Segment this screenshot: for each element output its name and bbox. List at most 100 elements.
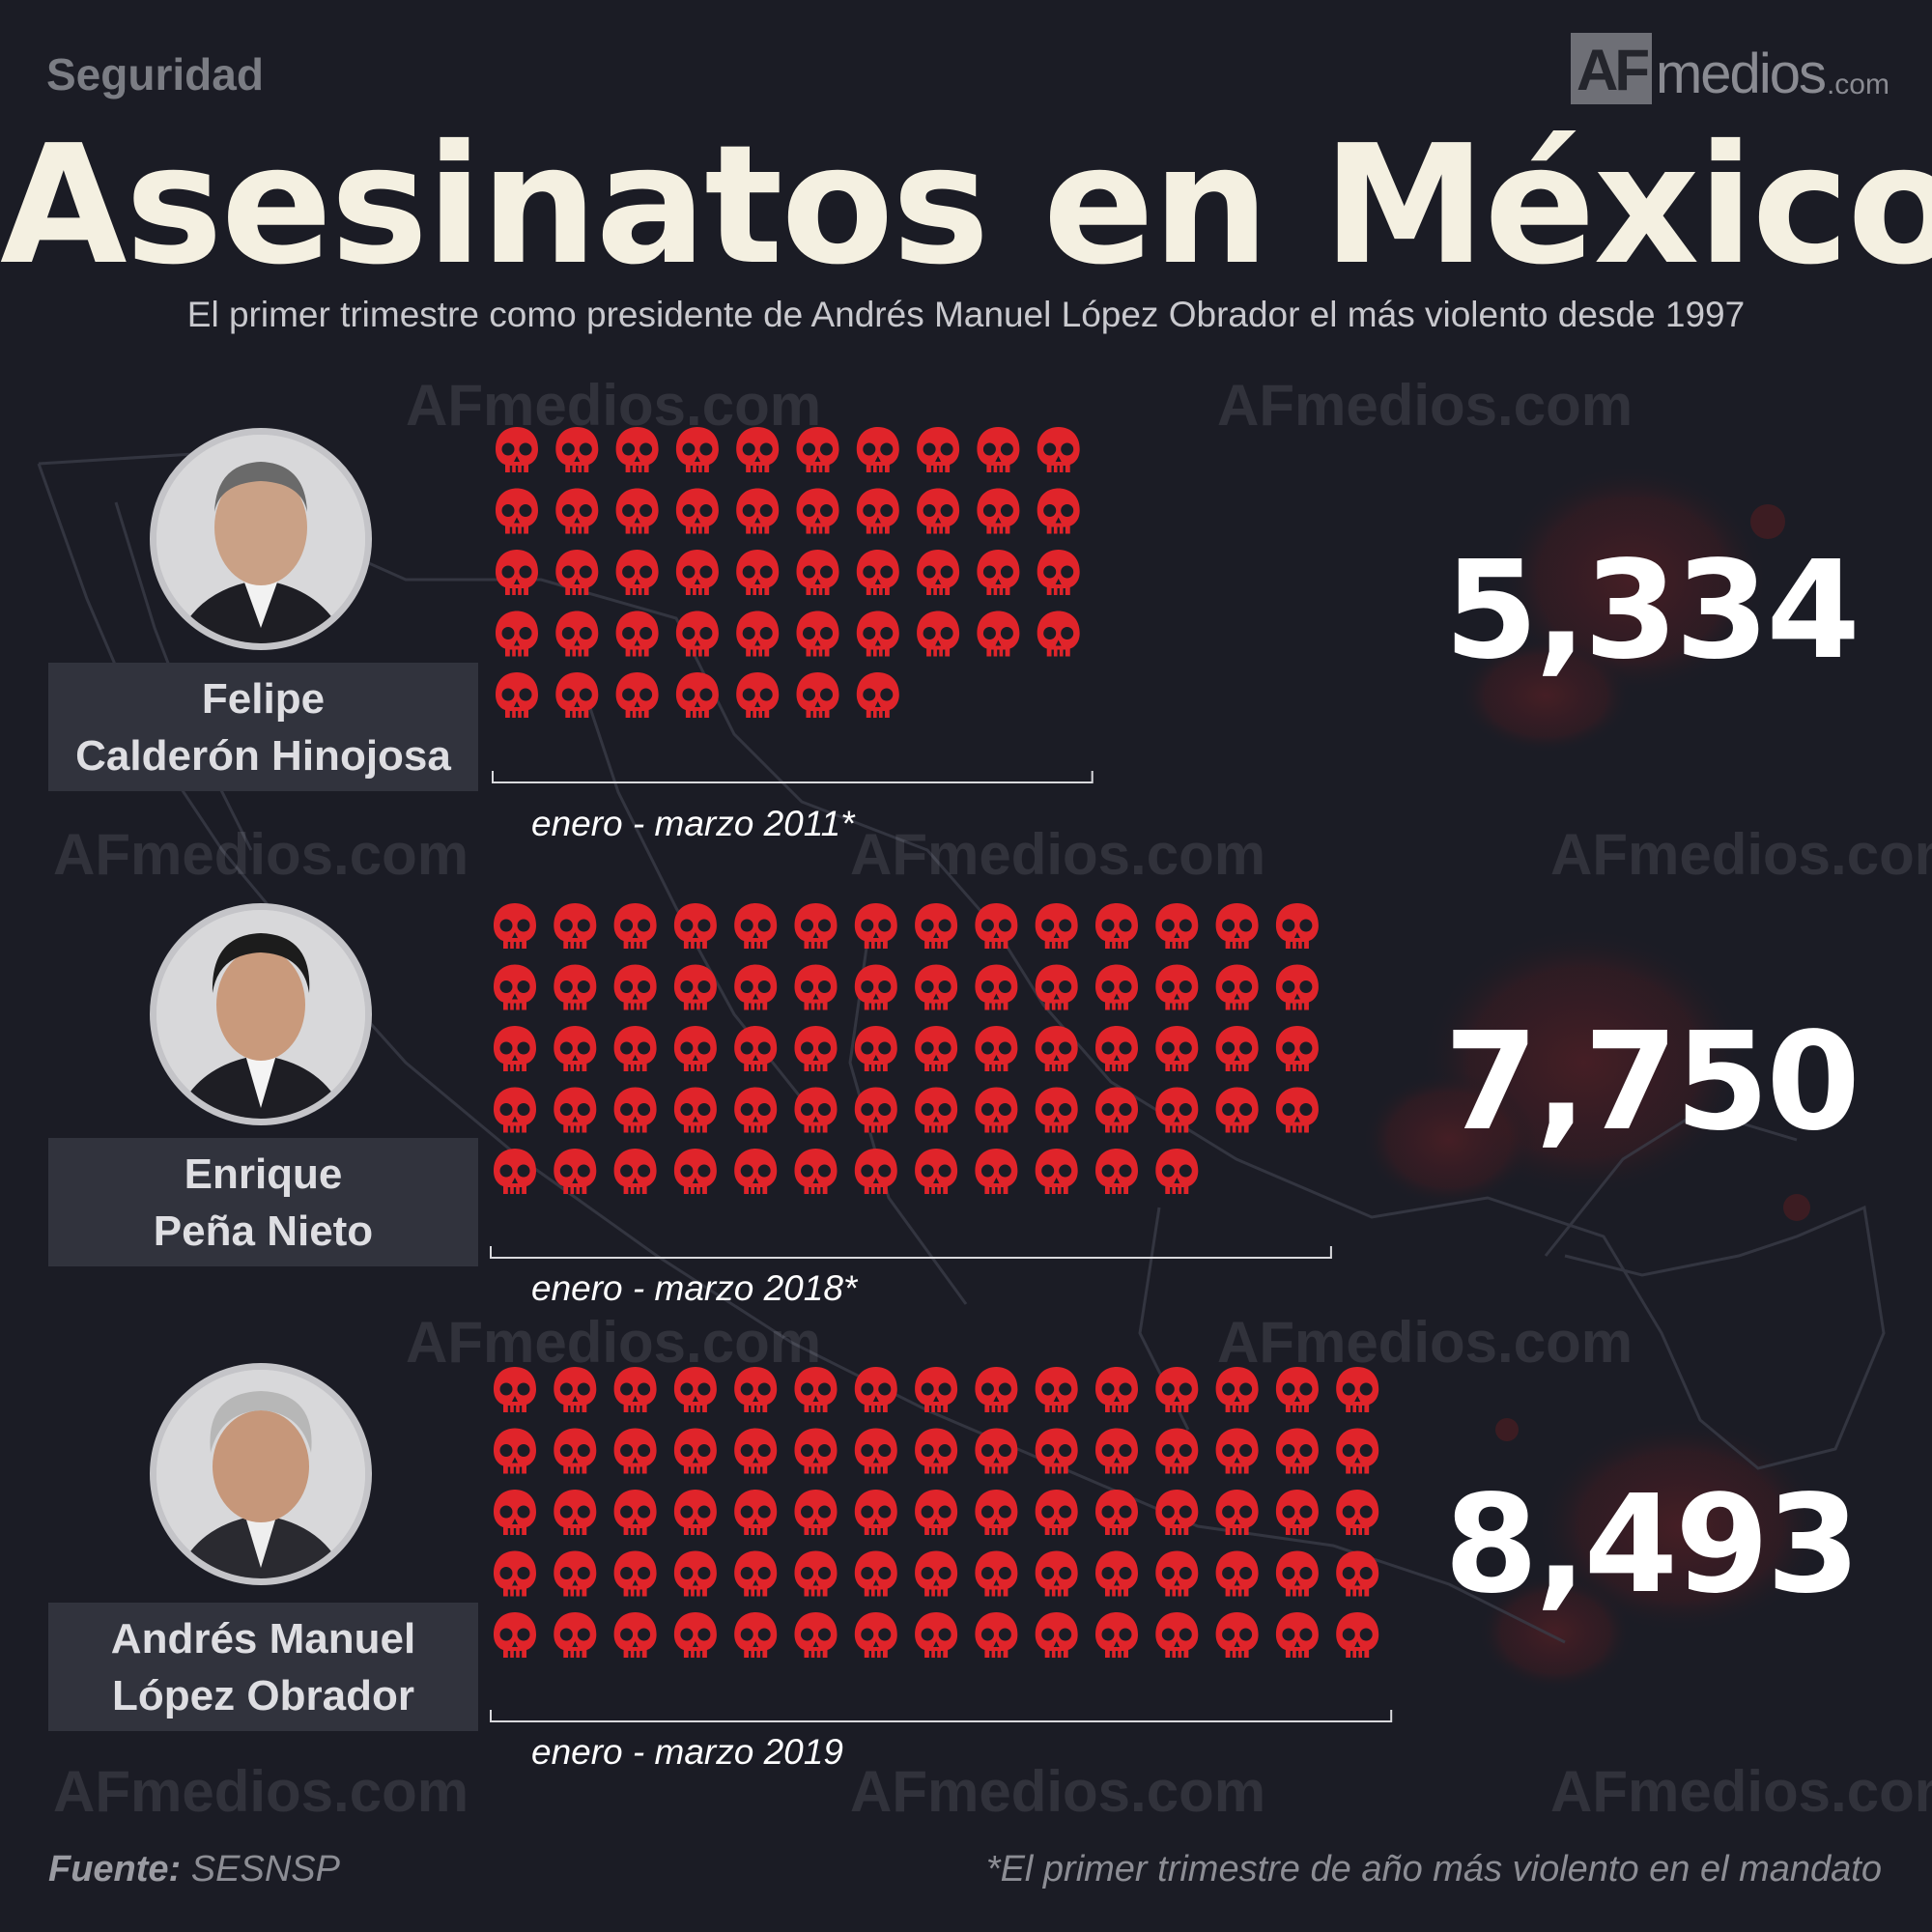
skull-icon: [854, 1149, 897, 1194]
skull-icon: [613, 1612, 657, 1658]
skull-icon: [794, 964, 838, 1010]
skull-icon: [1336, 1550, 1379, 1597]
skull-icon: [554, 1149, 597, 1194]
skull-icon: [613, 1367, 657, 1412]
skull-icon: [1275, 1026, 1319, 1071]
section-category: Seguridad: [46, 49, 264, 99]
skull-icon: [494, 1367, 536, 1412]
skull-icon: [736, 427, 780, 472]
skull-icon: [1095, 1367, 1138, 1412]
skull-icon: [1035, 1026, 1078, 1071]
skull-icon: [496, 611, 538, 657]
skull-icon: [1336, 1612, 1379, 1658]
skull-icon: [1155, 1428, 1199, 1474]
skull-icon: [1275, 964, 1319, 1010]
skull-icon: [1155, 1026, 1199, 1071]
skull-icon: [975, 1490, 1018, 1535]
skull-icon: [673, 1367, 717, 1412]
skull-grid-calderon: [492, 427, 1094, 783]
skull-icon: [1037, 427, 1080, 472]
skull-icon: [796, 488, 839, 534]
skull-icon: [975, 1550, 1018, 1597]
skull-icon: [734, 1612, 778, 1658]
skull-icon: [613, 903, 657, 949]
skull-icon: [675, 550, 719, 595]
skull-icon: [975, 1149, 1018, 1194]
president-row-pena: Enrique Peña Nieto enero - marzo 2018* 7…: [0, 0, 1932, 1308]
skull-icon: [1275, 903, 1319, 949]
skull-icon: [734, 1087, 778, 1133]
skull-icon: [854, 1428, 897, 1474]
skull-icon: [1275, 1087, 1319, 1133]
skull-icon: [915, 1490, 958, 1535]
skull-icon: [1035, 903, 1078, 949]
skull-icon: [854, 1550, 897, 1597]
page-title: Asesinatos en México: [0, 110, 1932, 301]
skull-icon: [1035, 1428, 1078, 1474]
svg-text:AFmedios.com: AFmedios.com: [1217, 1310, 1633, 1375]
skull-icon: [854, 1490, 897, 1535]
avatar-calderon: [150, 428, 372, 650]
skull-icon: [1035, 964, 1078, 1010]
period-bracket: [490, 1246, 1332, 1259]
skull-icon: [915, 1550, 958, 1597]
skull-icon: [1215, 964, 1259, 1010]
skull-icon: [555, 427, 599, 472]
avatar-pena: [150, 903, 372, 1125]
skull-icon: [494, 1026, 536, 1071]
skull-icon: [1037, 611, 1080, 657]
skull-icon: [1215, 1490, 1259, 1535]
skull-icon: [1155, 1149, 1199, 1194]
skull-icon: [734, 1026, 778, 1071]
skull-icon: [554, 1490, 597, 1535]
source-credit: Fuente: SESNSP: [48, 1849, 340, 1890]
avatar-lopez-obrador: [150, 1363, 372, 1585]
skull-icon: [554, 1087, 597, 1133]
skull-icon: [1336, 1428, 1379, 1474]
name-line-2: Calderón Hinojosa: [75, 731, 451, 780]
skull-icon: [915, 1612, 958, 1658]
skull-icon: [975, 1026, 1018, 1071]
blood-splatter: [1362, 464, 1826, 1690]
skull-icon: [1215, 1550, 1259, 1597]
period-bracket: [492, 771, 1094, 783]
skull-icon: [554, 1026, 597, 1071]
skull-icon: [1215, 903, 1259, 949]
skull-icon: [496, 672, 538, 718]
skull-icon: [673, 1612, 717, 1658]
skull-icon: [1215, 1612, 1259, 1658]
president-row-lopez-obrador: Andrés Manuel López Obrador enero - marz…: [0, 0, 1932, 1772]
skull-icon: [555, 611, 599, 657]
skull-icon: [1095, 1490, 1138, 1535]
skull-icon: [673, 1149, 717, 1194]
skull-icon: [854, 1087, 897, 1133]
name-box-lopez-obrador: Andrés Manuel López Obrador: [48, 1603, 478, 1731]
period-label-calderon: enero - marzo 2011*: [531, 804, 855, 843]
skull-icon: [856, 611, 899, 657]
skull-icon: [915, 1367, 958, 1412]
skull-icon: [1035, 1612, 1078, 1658]
skull-icon: [673, 1550, 717, 1597]
skull-icon: [794, 1490, 838, 1535]
skull-icon: [613, 1149, 657, 1194]
skull-icon: [494, 1490, 536, 1535]
svg-text:AFmedios.com: AFmedios.com: [850, 822, 1265, 887]
skull-icon: [673, 964, 717, 1010]
skull-icon: [734, 1490, 778, 1535]
skull-icon: [1095, 1149, 1138, 1194]
skull-icon: [494, 1149, 536, 1194]
skull-icon: [554, 903, 597, 949]
svg-text:AFmedios.com: AFmedios.com: [850, 1759, 1265, 1824]
skull-icon: [1155, 903, 1199, 949]
afmedios-logo[interactable]: AF medios .com: [1571, 29, 1889, 104]
skull-icon: [734, 964, 778, 1010]
skull-icon: [615, 488, 659, 534]
skull-icon: [1336, 1367, 1379, 1412]
skull-icon: [1275, 1612, 1319, 1658]
skull-icon: [854, 1612, 897, 1658]
skull-icon: [917, 488, 960, 534]
skull-icon: [796, 611, 839, 657]
skull-icon: [1215, 1087, 1259, 1133]
portrait-icon: [156, 1370, 365, 1578]
skull-icon: [613, 1026, 657, 1071]
